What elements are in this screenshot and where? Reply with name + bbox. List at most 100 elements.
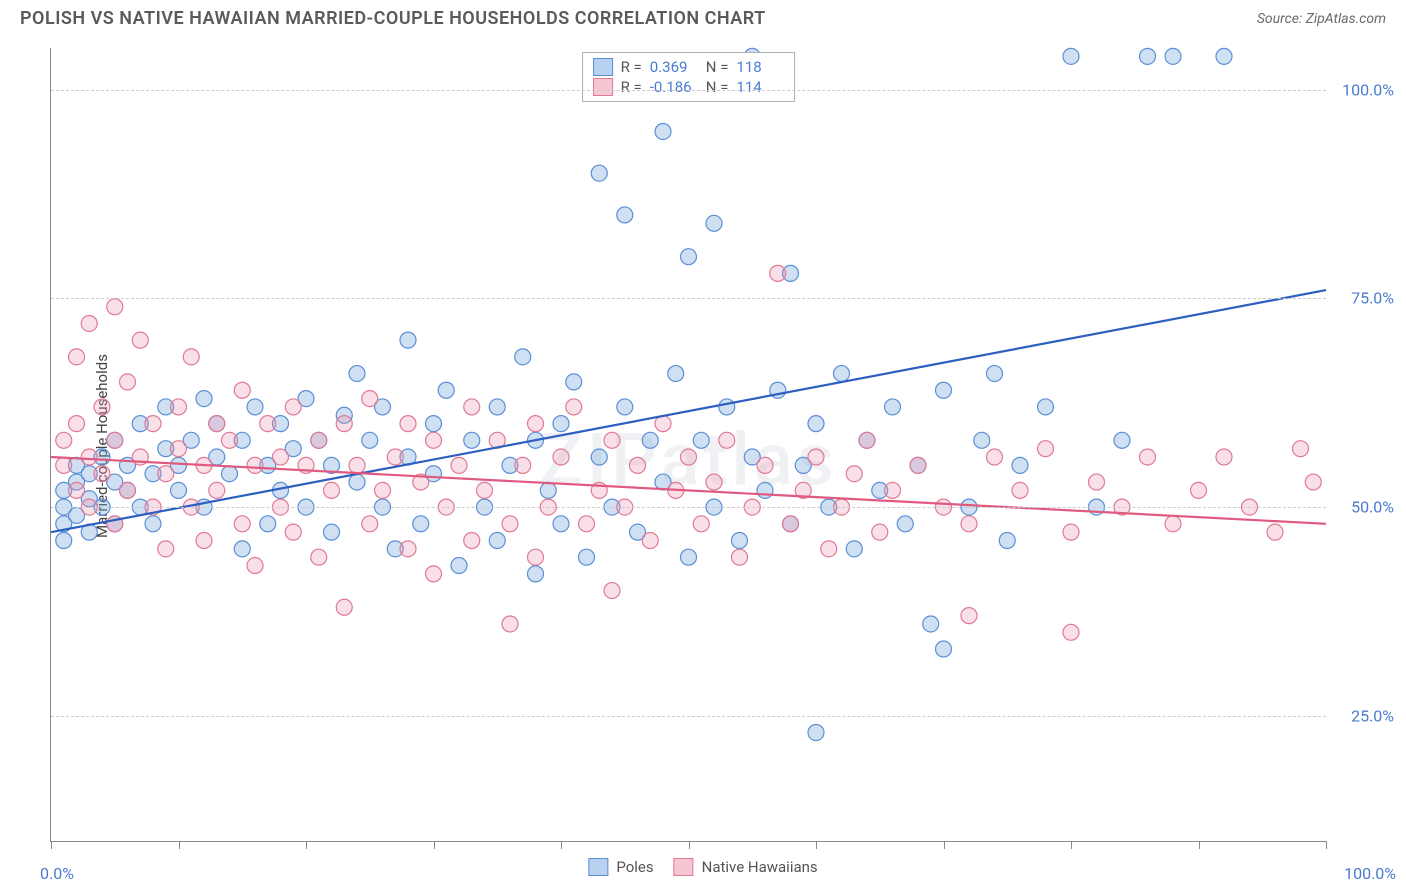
scatter-point — [196, 532, 212, 548]
scatter-point — [81, 449, 97, 465]
scatter-point — [375, 482, 391, 498]
scatter-point — [107, 432, 123, 448]
scatter-point — [515, 457, 531, 473]
scatter-point — [120, 374, 136, 390]
scatter-point — [145, 416, 161, 432]
scatter-point — [489, 399, 505, 415]
scatter-plot-svg — [51, 48, 1326, 841]
scatter-point — [846, 466, 862, 482]
scatter-point — [719, 432, 735, 448]
scatter-point — [464, 532, 480, 548]
legend-series: Poles Native Hawaiians — [588, 858, 817, 876]
scatter-point — [591, 165, 607, 181]
x-tick — [179, 841, 180, 849]
scatter-point — [1063, 48, 1079, 64]
scatter-point — [349, 366, 365, 382]
scatter-point — [668, 366, 684, 382]
scatter-point — [757, 457, 773, 473]
scatter-point — [693, 432, 709, 448]
scatter-point — [311, 549, 327, 565]
scatter-point — [171, 399, 187, 415]
scatter-point — [642, 432, 658, 448]
scatter-point — [285, 524, 301, 540]
x-tick — [1326, 841, 1327, 849]
y-tick-label: 25.0% — [1351, 706, 1394, 725]
scatter-point — [987, 366, 1003, 382]
x-tick — [816, 841, 817, 849]
scatter-point — [426, 416, 442, 432]
scatter-point — [56, 532, 72, 548]
scatter-point — [234, 382, 250, 398]
grid-line — [51, 298, 1326, 299]
scatter-point — [808, 449, 824, 465]
scatter-point — [145, 516, 161, 532]
trend-line — [51, 457, 1326, 524]
scatter-point — [400, 416, 416, 432]
scatter-point — [681, 549, 697, 565]
scatter-point — [477, 482, 493, 498]
scatter-point — [158, 541, 174, 557]
scatter-point — [732, 549, 748, 565]
scatter-point — [451, 457, 467, 473]
scatter-point — [234, 516, 250, 532]
scatter-point — [719, 399, 735, 415]
scatter-point — [94, 399, 110, 415]
scatter-point — [171, 482, 187, 498]
scatter-point — [808, 416, 824, 432]
scatter-point — [604, 432, 620, 448]
scatter-point — [579, 516, 595, 532]
scatter-point — [1063, 624, 1079, 640]
legend-n-value: 114 — [736, 78, 784, 96]
scatter-point — [247, 399, 263, 415]
scatter-point — [247, 558, 263, 574]
scatter-point — [821, 541, 837, 557]
scatter-point — [732, 532, 748, 548]
scatter-point — [630, 457, 646, 473]
scatter-point — [1216, 449, 1232, 465]
scatter-point — [553, 416, 569, 432]
x-tick — [944, 841, 945, 849]
legend-r-label: R = — [621, 78, 642, 96]
y-tick-label: 100.0% — [1342, 80, 1394, 99]
scatter-point — [999, 532, 1015, 548]
scatter-point — [693, 516, 709, 532]
scatter-point — [120, 482, 136, 498]
legend-n-label: N = — [706, 78, 729, 96]
scatter-point — [324, 524, 340, 540]
scatter-point — [1063, 524, 1079, 540]
grid-line — [51, 507, 1326, 508]
x-tick — [51, 841, 52, 849]
scatter-point — [362, 391, 378, 407]
grid-line — [51, 716, 1326, 717]
scatter-point — [234, 541, 250, 557]
legend-row: R =-0.186N =114 — [593, 77, 785, 97]
scatter-point — [400, 541, 416, 557]
legend-series-label: Native Hawaiians — [702, 858, 818, 876]
legend-series-label: Poles — [616, 858, 653, 876]
scatter-point — [260, 416, 276, 432]
scatter-point — [69, 482, 85, 498]
scatter-point — [617, 207, 633, 223]
scatter-point — [655, 123, 671, 139]
legend-r-label: R = — [621, 58, 642, 76]
scatter-point — [859, 432, 875, 448]
scatter-point — [515, 349, 531, 365]
scatter-point — [923, 616, 939, 632]
scatter-point — [1267, 524, 1283, 540]
scatter-point — [553, 516, 569, 532]
scatter-point — [961, 516, 977, 532]
scatter-point — [387, 449, 403, 465]
scatter-point — [604, 583, 620, 599]
scatter-point — [273, 449, 289, 465]
scatter-point — [1140, 449, 1156, 465]
x-axis-max-label: 100.0% — [1344, 864, 1396, 883]
scatter-point — [885, 482, 901, 498]
scatter-point — [757, 482, 773, 498]
scatter-point — [502, 516, 518, 532]
scatter-point — [171, 441, 187, 457]
x-tick — [561, 841, 562, 849]
legend-correlation-box: R =0.369N =118R =-0.186N =114 — [582, 52, 796, 102]
scatter-point — [183, 349, 199, 365]
scatter-point — [158, 466, 174, 482]
scatter-point — [1140, 48, 1156, 64]
